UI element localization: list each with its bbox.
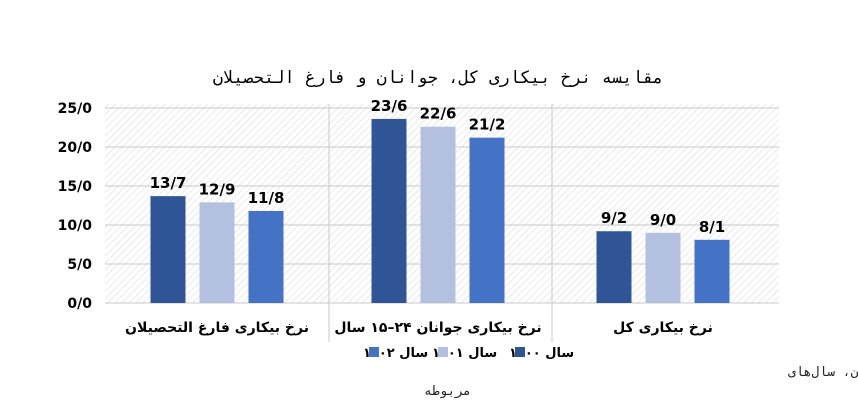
category-label: نرخ بیکاری جوانان ۲۴–۱۵ سال bbox=[334, 320, 541, 336]
y-axis-ticks: 0/0 5/0 10/0 15/0 20/0 25/0 bbox=[58, 101, 93, 312]
data-label: 9/0 bbox=[650, 211, 676, 229]
bar bbox=[248, 210, 284, 303]
category-label: نرخ بیکاری فارغ التحصیلان bbox=[125, 320, 309, 336]
bar bbox=[150, 196, 186, 303]
bar bbox=[371, 118, 407, 303]
legend-swatch bbox=[369, 347, 379, 357]
legend-swatch bbox=[438, 347, 448, 357]
y-tick-label: 25/0 bbox=[58, 101, 93, 117]
data-label: 23/6 bbox=[371, 97, 408, 115]
bar bbox=[596, 231, 632, 303]
y-tick-label: 20/0 bbox=[58, 140, 93, 156]
legend: سال ۱۴۰۰ سال ۱۴۰۱ سال ۱۴۰۲ bbox=[363, 346, 574, 361]
data-label: 21/2 bbox=[469, 116, 506, 134]
data-label: 8/1 bbox=[699, 218, 725, 236]
legend-swatch bbox=[515, 347, 525, 357]
data-labels: 9/2 9/0 8/1 23/6 22/6 21/2 13/7 12/9 11/8 bbox=[150, 97, 726, 236]
bar bbox=[694, 239, 730, 303]
category-labels: نرخ بیکاری کل نرخ بیکاری جوانان ۲۴–۱۵ سال… bbox=[125, 320, 713, 336]
data-label: 9/2 bbox=[601, 209, 627, 227]
bar bbox=[199, 202, 235, 303]
y-tick-label: 10/0 bbox=[58, 218, 93, 234]
legend-label: سال ۱۴۰۱ bbox=[432, 346, 497, 361]
bars bbox=[150, 118, 730, 303]
data-label: 13/7 bbox=[150, 174, 187, 192]
data-label: 22/6 bbox=[420, 105, 457, 123]
source-note-line1: ماخذ: محاسبه بر اساس نتایج طرح آمارگیری … bbox=[788, 363, 858, 380]
bar bbox=[469, 137, 505, 303]
bar bbox=[645, 232, 681, 303]
y-tick-label: 0/0 bbox=[67, 296, 92, 312]
category-label: نرخ بیکاری کل bbox=[613, 320, 713, 336]
legend-label: سال ۱۴۰۰ bbox=[509, 346, 574, 361]
source-note-line2: مربوطه bbox=[424, 384, 471, 399]
chart-title: مقایسه نرخ بیکاری کل، جوانان و فارغ التح… bbox=[213, 68, 663, 88]
y-tick-label: 5/0 bbox=[67, 257, 92, 273]
data-label: 12/9 bbox=[199, 180, 236, 198]
legend-label: سال ۱۴۰۲ bbox=[363, 346, 428, 361]
data-label: 11/8 bbox=[248, 189, 285, 207]
y-tick-label: 15/0 bbox=[58, 179, 93, 195]
bar bbox=[420, 126, 456, 303]
